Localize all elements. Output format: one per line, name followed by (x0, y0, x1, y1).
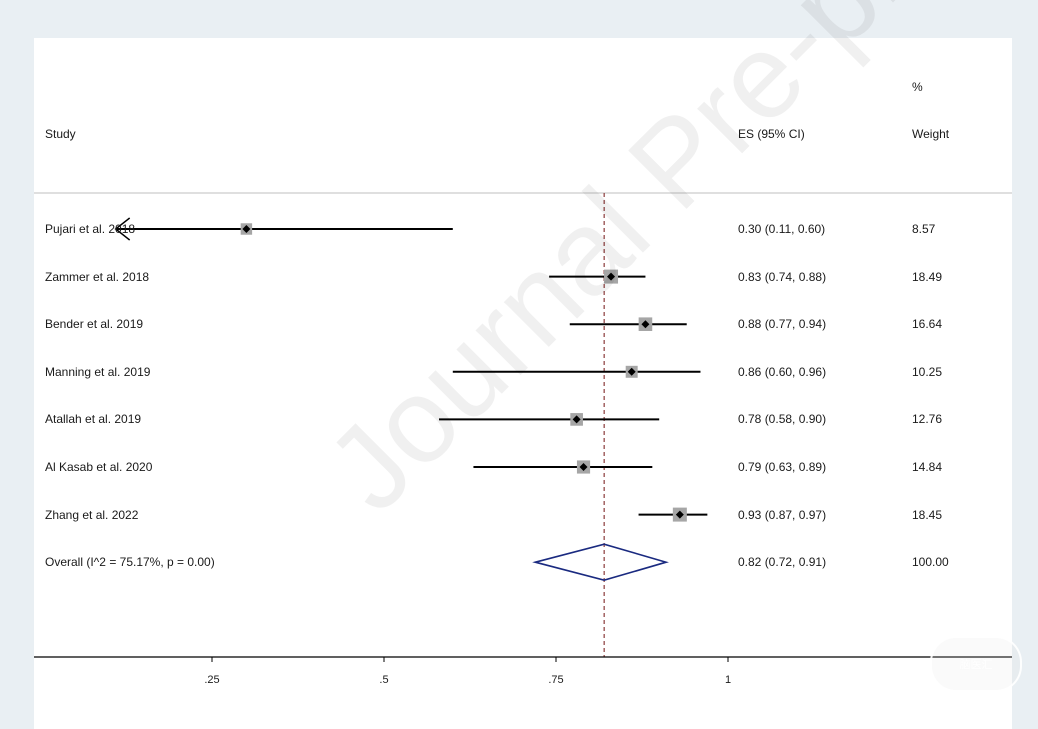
point-estimate (242, 225, 251, 233)
point-estimate (579, 463, 588, 471)
point-estimate (627, 367, 636, 376)
study-header: Study (45, 127, 76, 141)
effect-size-text: 0.86 (0.60, 0.96) (738, 364, 827, 379)
overall-label: Overall (I^2 = 75.17%, p = 0.00) (45, 555, 215, 570)
effect-size-text: 0.78 (0.58, 0.90) (738, 412, 827, 427)
effect-size-text: 0.88 (0.77, 0.94) (738, 317, 827, 332)
weight-header: Weight (912, 127, 950, 141)
truncation-arrow (114, 217, 131, 241)
weight-value: 18.45 (912, 507, 943, 522)
weight-value: 8.57 (912, 222, 936, 236)
overall-weight: 100.00 (912, 555, 949, 570)
effect-size-text: 0.30 (0.11, 0.60) (738, 222, 826, 236)
plot-panel: % Study ES (95% CI) Weight Pujari et al. 201… (34, 38, 1012, 729)
study-name: Manning et al. 2019 (45, 364, 151, 379)
x-tick-label: .5 (379, 674, 389, 686)
overall-effect-size-text: 0.82 (0.72, 0.91) (738, 555, 827, 570)
effect-size-text: 0.93 (0.87, 0.97) (738, 507, 827, 522)
forest-plot (34, 192, 1012, 662)
x-tick-label: 1 (724, 674, 732, 686)
weight-value: 12.76 (912, 412, 943, 427)
effect-size-text: 0.83 (0.74, 0.88) (738, 269, 827, 284)
study-name: Zammer et al. 2018 (45, 269, 150, 284)
study-name: Al Kasab et al. 2020 (45, 460, 153, 474)
weight-header-top: % (912, 80, 923, 94)
weight-value: 16.64 (912, 317, 943, 332)
study-name: Zhang et al. 2022 (45, 507, 139, 522)
x-tick-label: .75 (548, 674, 564, 686)
weight-value: 10.25 (912, 364, 943, 379)
weight-value: 14.84 (912, 460, 943, 474)
point-estimate (572, 415, 581, 424)
study-name: Atallah et al. 2019 (45, 412, 142, 427)
weight-value: 18.49 (912, 269, 943, 284)
effect-size-text: 0.79 (0.63, 0.89) (738, 460, 827, 474)
point-estimate (607, 272, 616, 281)
es-header: ES (95% CI) (738, 127, 805, 141)
study-name: Pujari et al. 2018 (45, 222, 136, 236)
x-tick-label: .25 (204, 674, 220, 686)
brand-logo: 脑医汇 (930, 636, 1022, 692)
overall-diamond (532, 543, 669, 582)
study-name: Bender et al. 2019 (45, 317, 144, 332)
point-estimate (641, 320, 650, 329)
